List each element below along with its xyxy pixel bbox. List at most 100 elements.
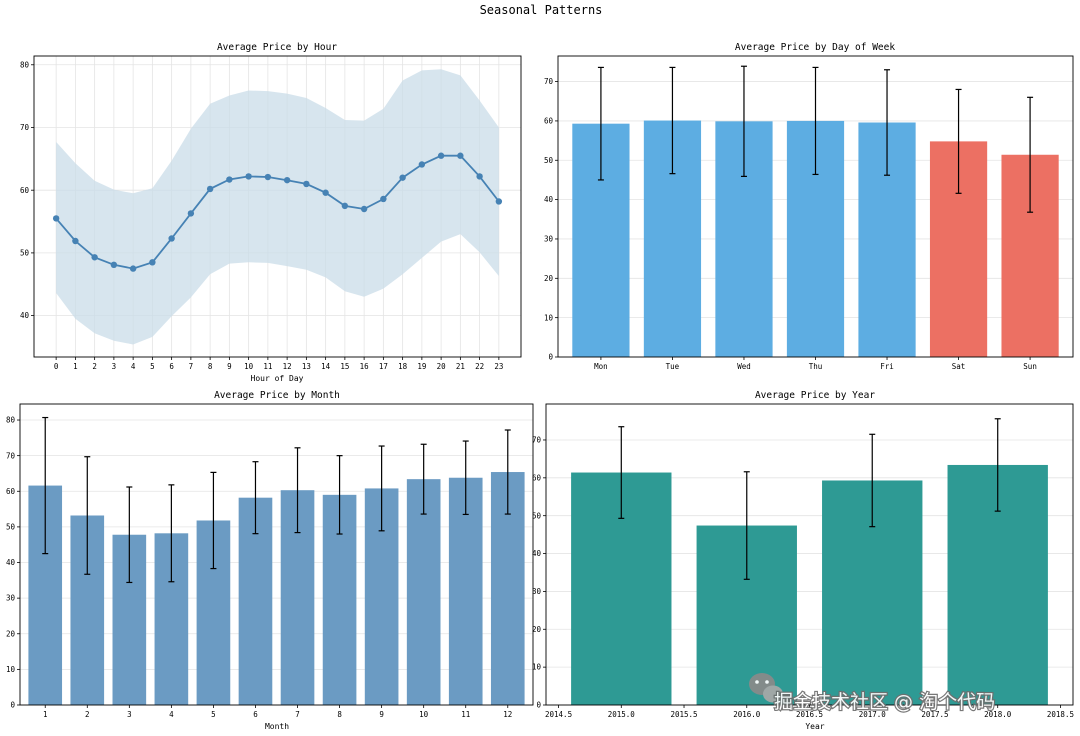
- hour-x-tick-label: 5: [150, 362, 155, 371]
- hour-x-tick-label: 18: [398, 362, 408, 371]
- weekday-x-tick-label: Thu: [809, 362, 823, 371]
- month-y-tick-label: 20: [6, 629, 16, 638]
- weekday-y-tick-label: 0: [548, 353, 553, 362]
- hour-data-point: [264, 173, 272, 181]
- hour-y-tick-label: 60: [20, 186, 30, 195]
- hour-x-tick-label: 21: [456, 362, 465, 371]
- hour-x-tick-label: 2: [92, 362, 97, 371]
- hour-data-point: [206, 185, 214, 193]
- hour-x-tick-label: 14: [321, 362, 331, 371]
- hour-x-tick-label: 8: [208, 362, 213, 371]
- weekday-y-tick-label: 30: [544, 235, 554, 244]
- hour-x-tick-label: 11: [263, 362, 272, 371]
- hour-data-point: [418, 161, 426, 168]
- month-x-tick-label: 3: [127, 710, 132, 719]
- hour-confidence-band: [56, 69, 499, 345]
- year-x-tick-label: 2018.5: [1047, 710, 1074, 719]
- hour-data-point: [72, 237, 79, 245]
- year-y-tick-label: 20: [532, 625, 542, 634]
- weekday-x-tick-label: Wed: [737, 362, 751, 371]
- hour-chart-title: Average Price by Hour: [217, 42, 337, 53]
- weekday-chart-title: Average Price by Day of Week: [735, 42, 895, 53]
- month-x-axis-label: Month: [265, 722, 289, 731]
- year-plot-frame: [545, 403, 1074, 706]
- hour-y-tick-label: 70: [20, 123, 30, 132]
- watermark: 掘金技术社区 @ 淘个代码: [749, 673, 996, 714]
- hour-x-tick-label: 7: [189, 362, 194, 371]
- hour-y-tick-label: 40: [20, 311, 30, 320]
- hour-y-tick-label: 50: [20, 249, 30, 258]
- weekday-y-tick-label: 50: [544, 156, 554, 165]
- month-y-tick-label: 50: [6, 522, 16, 531]
- panel-month: Average Price by Month 0 10 20 30 40 50 60 70 80…: [6, 390, 534, 731]
- year-x-tick-label: 2018.0: [984, 710, 1012, 719]
- month-x-tick-label: 9: [379, 710, 384, 719]
- hour-data-point: [341, 202, 349, 210]
- hour-data-point: [187, 210, 195, 217]
- year-x-tick-label: 2014.5: [545, 710, 572, 719]
- month-x-tick-label: 6: [253, 710, 258, 719]
- hour-data-point: [52, 215, 60, 222]
- hour-data-point: [437, 152, 445, 159]
- year-x-tick-label: 2015.0: [608, 710, 636, 719]
- month-y-tick-label: 80: [6, 416, 16, 425]
- hour-x-tick-label: 10: [244, 362, 254, 371]
- year-y-tick-label: 50: [532, 511, 542, 520]
- hour-data-point: [399, 174, 406, 181]
- weekday-plot-frame: [557, 55, 1074, 358]
- month-bar: [406, 479, 441, 705]
- hour-data-point: [457, 152, 464, 159]
- hour-x-tick-label: 17: [379, 362, 388, 371]
- month-y-tick-label: 10: [6, 665, 16, 674]
- year-y-tick-label: 70: [532, 436, 542, 445]
- weekday-y-tick-label: 10: [544, 313, 554, 322]
- year-x-tick-label: 2017.0: [859, 710, 887, 719]
- hour-x-tick-label: 1: [73, 362, 78, 371]
- year-chart-plot: 0 10 20 30 40 50 60 70 2014.5 2015.0 2015.5 2016.0 2…: [532, 403, 1074, 719]
- weekday-x-tick-label: Tue: [666, 362, 680, 371]
- hour-data-point: [91, 254, 98, 261]
- year-chart-title: Average Price by Year: [755, 390, 875, 401]
- year-y-tick-label: 0: [536, 701, 541, 710]
- hour-data-point: [226, 176, 233, 183]
- month-x-tick-label: 5: [211, 710, 216, 719]
- hour-data-point: [283, 176, 291, 184]
- weekday-chart-plot: 0 10 20 30 40 50 60 70 Mon Tue Wed Thu Fri Sat Sun: [544, 55, 1074, 371]
- hour-data-point: [495, 198, 503, 205]
- year-y-tick-label: 40: [532, 549, 542, 558]
- hour-x-tick-label: 22: [475, 362, 484, 371]
- hour-x-tick-label: 19: [417, 362, 426, 371]
- hour-data-point: [322, 189, 329, 196]
- year-x-axis-label: Year: [805, 722, 824, 731]
- weekday-y-tick-label: 60: [544, 117, 554, 126]
- hour-x-tick-label: 15: [340, 362, 349, 371]
- year-y-tick-label: 10: [532, 663, 542, 672]
- year-x-tick-label: 2016.0: [733, 710, 761, 719]
- month-y-tick-label: 60: [6, 487, 16, 496]
- hour-data-point: [110, 261, 118, 269]
- month-x-tick-label: 2: [85, 710, 90, 719]
- year-y-tick-label: 60: [532, 473, 542, 482]
- hour-data-point: [360, 205, 368, 213]
- month-y-tick-label: 40: [6, 558, 16, 567]
- month-plot-frame: [19, 403, 534, 706]
- weekday-x-tick-label: Sun: [1023, 362, 1037, 371]
- hour-x-tick-label: 6: [169, 362, 174, 371]
- hour-series-line: [55, 154, 500, 270]
- month-y-tick-label: 30: [6, 594, 16, 603]
- month-x-tick-label: 1: [43, 710, 48, 719]
- year-x-tick-label: 2015.5: [670, 710, 697, 719]
- hour-data-point: [149, 259, 156, 266]
- watermark-text: 掘金技术社区 @ 淘个代码: [774, 691, 995, 713]
- month-x-tick-label: 12: [503, 710, 512, 719]
- hour-x-tick-label: 16: [360, 362, 370, 371]
- wechat-icon: [749, 673, 783, 703]
- weekday-y-tick-label: 20: [544, 274, 554, 283]
- hour-x-axis-label: Hour of Day: [251, 374, 304, 383]
- month-y-tick-label: 70: [6, 451, 16, 460]
- hour-data-point: [129, 265, 137, 272]
- hour-x-tick-label: 12: [283, 362, 292, 371]
